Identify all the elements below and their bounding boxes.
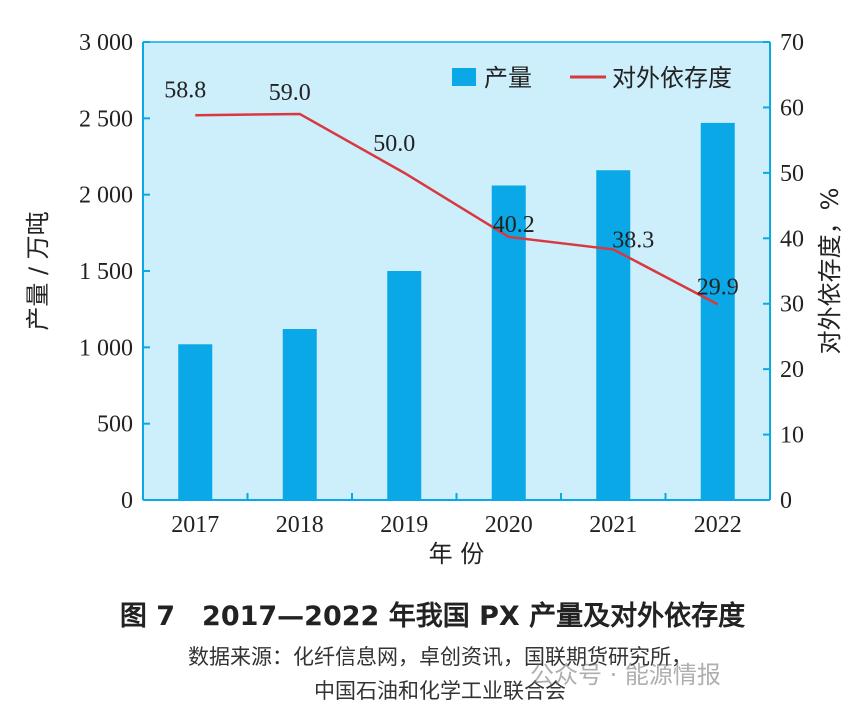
plot-area — [143, 42, 770, 500]
legend-label-bar: 产量 — [484, 64, 532, 92]
y-right-tick-label: 70 — [780, 30, 804, 56]
y-left-tick-label: 500 — [97, 412, 133, 438]
y-left-tick-label: 1 000 — [79, 335, 133, 361]
axes-group: 0 500 1 000 1 500 2 000 2 500 3 000 0 10 20 30 40 50… — [79, 30, 804, 538]
figure-caption-source: 数据来源：化纤信息网，卓创资讯，国联期货研究所， 中国石油和化学工业联合会 — [80, 640, 800, 708]
y-right-tick-label: 50 — [780, 161, 804, 187]
source-line-1: 数据来源：化纤信息网，卓创资讯，国联期货研究所， — [188, 645, 692, 669]
watermark: 公众号 · 能源情报 — [530, 661, 721, 689]
y-right-tick-label: 20 — [780, 357, 804, 383]
legend-label-line: 对外依存度 — [612, 64, 732, 92]
x-tick-label: 2019 — [380, 512, 428, 538]
bar-2021 — [596, 170, 631, 501]
figure-caption-title: 图 7 2017—2022 年我国 PX 产量及对外依存度 — [119, 601, 746, 632]
y-axis-left-title: 产量 / 万吨 — [24, 211, 52, 330]
data-label-2022: 29.9 — [697, 274, 739, 300]
data-label-2019: 50.0 — [373, 131, 415, 157]
y-left-tick-label: 3 000 — [79, 30, 133, 56]
source-line-2: 中国石油和化学工业联合会 — [314, 679, 566, 703]
line-group: 58.8 59.0 50.0 40.2 38.3 29.9 — [164, 77, 739, 306]
y-right-tick-label: 40 — [780, 226, 804, 252]
bar-2017 — [178, 344, 213, 500]
bar-2022 — [700, 122, 735, 500]
data-label-2018: 59.0 — [269, 80, 311, 106]
data-label-2021: 38.3 — [612, 227, 654, 253]
x-tick-label: 2021 — [589, 512, 637, 538]
dependency-line — [195, 112, 719, 306]
y-left-tick-label: 0 — [121, 488, 133, 514]
x-tick-label: 2018 — [276, 512, 324, 538]
y-left-tick-label: 2 000 — [79, 183, 133, 209]
bar-2019 — [387, 271, 422, 500]
y-right-tick-label: 10 — [780, 423, 804, 449]
legend-swatch-bar — [452, 68, 476, 86]
x-tick-label: 2017 — [171, 512, 219, 538]
y-left-tick-label: 2 500 — [79, 106, 133, 132]
x-tick-label: 2022 — [694, 512, 742, 538]
y-right-tick-label: 30 — [780, 292, 804, 318]
legend: 产量 对外依存度 — [452, 64, 732, 92]
data-label-2017: 58.8 — [164, 77, 206, 103]
y-left-tick-label: 1 500 — [79, 259, 133, 285]
x-axis-title: 年 份 — [429, 540, 485, 568]
y-axis-right-title: 对外依存度，% — [816, 188, 844, 355]
x-tick-label: 2020 — [485, 512, 533, 538]
y-right-tick-label: 60 — [780, 95, 804, 121]
data-label-2020: 40.2 — [493, 212, 535, 238]
bar-2018 — [282, 329, 317, 500]
y-right-tick-label: 0 — [780, 488, 792, 514]
